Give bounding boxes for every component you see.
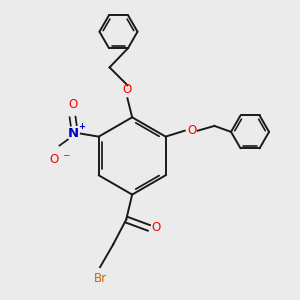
Text: O: O (151, 221, 160, 234)
Text: +: + (79, 122, 86, 131)
Text: O: O (123, 83, 132, 96)
Text: O: O (49, 153, 58, 166)
Text: O: O (68, 98, 77, 111)
Text: Br: Br (94, 272, 106, 285)
Text: O: O (187, 124, 196, 137)
Text: −: − (62, 151, 69, 160)
Text: N: N (68, 127, 79, 140)
